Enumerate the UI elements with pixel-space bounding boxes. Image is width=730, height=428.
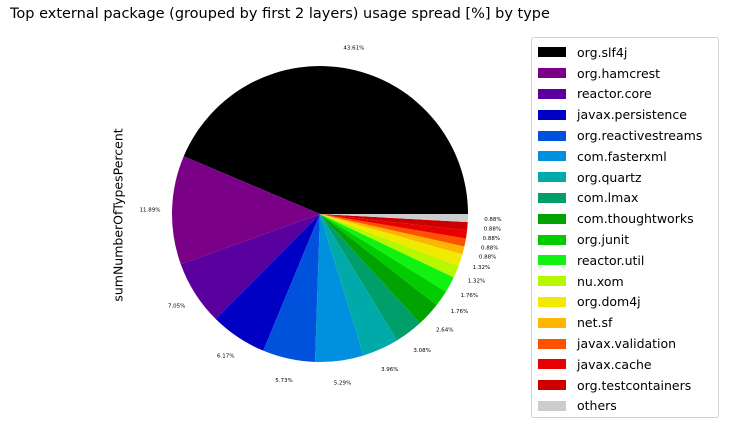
legend-item-com-thoughtworks: com.thoughtworks	[532, 208, 718, 229]
legend-swatch	[538, 88, 566, 99]
pie-label-net-sf: 0.88%	[479, 255, 496, 261]
pie-label-com-fasterxml: 5.29%	[334, 381, 351, 387]
legend-item-org-testcontainers: org.testcontainers	[532, 375, 718, 396]
legend-item-org-slf4j: org.slf4j	[532, 42, 718, 63]
pie-slice-nu-xom	[320, 214, 459, 278]
legend-swatch	[538, 192, 566, 203]
pie-slice-net-sf	[320, 214, 465, 255]
pie-slice-org-hamcrest	[171, 156, 320, 265]
pie-label-org-quartz: 3.96%	[381, 367, 398, 373]
pie-label-reactor-core: 7.05%	[168, 303, 185, 309]
legend-item-org-junit: org.junit	[532, 229, 718, 250]
pie-label-javax-cache: 0.88%	[483, 236, 500, 242]
legend-item-javax-validation: javax.validation	[532, 333, 718, 354]
pie-slice-reactor-core	[180, 214, 320, 320]
pie-label-reactor-util: 1.76%	[461, 293, 478, 299]
legend-item-others: others	[532, 396, 718, 417]
pie-slices	[171, 66, 469, 363]
legend-label: reactor.core	[577, 86, 652, 102]
legend-swatch	[538, 255, 566, 266]
legend-label: org.junit	[577, 232, 630, 248]
legend-label: org.slf4j	[577, 44, 628, 60]
legend-item-nu-xom: nu.xom	[532, 271, 718, 292]
pie-labels: 43.61% 11.89% 7.05% 6.17% 5.73% 5.29% 3.96% 3.0…	[140, 45, 502, 386]
legend-item-javax-persistence: javax.persistence	[532, 104, 718, 125]
legend-item-reactor-util: reactor.util	[532, 250, 718, 271]
legend-item-com-fasterxml: com.fasterxml	[532, 146, 718, 167]
pie-slice-javax-cache	[320, 214, 468, 239]
pie-label-org-slf4j: 43.61%	[343, 45, 364, 51]
pie-label-org-dom4j: 1.32%	[473, 265, 490, 271]
pie-slice-others	[320, 214, 468, 223]
pie-slice-javax-persistence	[215, 214, 320, 351]
pie-slice-org-testcontainers	[320, 214, 468, 231]
pie-label-org-junit: 1.76%	[451, 309, 468, 315]
legend-label: org.dom4j	[577, 294, 641, 310]
chart-title: Top external package (grouped by first 2…	[10, 6, 550, 22]
pie-label-org-hamcrest: 11.89%	[140, 207, 161, 213]
legend-swatch	[538, 213, 566, 224]
legend-label: javax.persistence	[577, 107, 687, 123]
legend-swatch	[538, 47, 566, 58]
pie-slice-com-fasterxml	[315, 214, 364, 363]
legend-swatch	[538, 400, 566, 411]
legend-item-net-sf: net.sf	[532, 312, 718, 333]
legend-label: nu.xom	[577, 273, 624, 289]
pie-label-others: 0.88%	[484, 217, 501, 223]
pie-slice-reactor-util	[320, 214, 454, 292]
legend-swatch	[538, 172, 566, 183]
legend-label: reactor.util	[577, 252, 645, 268]
pie-slice-org-junit	[320, 214, 446, 306]
pie-label-org-reactivestreams: 5.73%	[275, 378, 292, 384]
legend-swatch	[538, 380, 566, 391]
legend: org.slf4j org.hamcrest reactor.core javax.p…	[531, 37, 719, 418]
legend-label: com.lmax	[577, 190, 639, 206]
legend-swatch	[538, 130, 566, 141]
legend-label: org.reactivestreams	[577, 128, 703, 144]
legend-item-javax-cache: javax.cache	[532, 354, 718, 375]
pie-label-org-testcontainers: 0.88%	[484, 226, 501, 232]
legend-label: org.hamcrest	[577, 65, 661, 81]
legend-label: org.testcontainers	[577, 377, 692, 393]
legend-swatch	[538, 151, 566, 162]
legend-item-org-hamcrest: org.hamcrest	[532, 63, 718, 84]
pie-slice-org-quartz	[320, 214, 398, 356]
legend-label: others	[577, 398, 617, 414]
legend-swatch	[538, 109, 566, 120]
pie-label-javax-persistence: 6.17%	[217, 353, 234, 359]
legend-swatch	[538, 68, 566, 79]
legend-item-reactor-core: reactor.core	[532, 84, 718, 105]
legend-label: net.sf	[577, 315, 613, 331]
legend-swatch	[538, 296, 566, 307]
legend-swatch	[538, 338, 566, 349]
pie-slice-com-lmax	[320, 214, 420, 341]
legend-swatch	[538, 317, 566, 328]
legend-item-org-reactivestreams: org.reactivestreams	[532, 125, 718, 146]
legend-label: org.quartz	[577, 169, 642, 185]
legend-label: com.fasterxml	[577, 148, 667, 164]
legend-label: com.thoughtworks	[577, 211, 694, 227]
legend-item-com-lmax: com.lmax	[532, 188, 718, 209]
legend-swatch	[538, 234, 566, 245]
legend-label: javax.validation	[577, 336, 677, 352]
pie-label-javax-validation: 0.88%	[481, 245, 498, 251]
pie-label-com-lmax: 3.08%	[413, 348, 430, 354]
pie-label-com-thoughtworks: 2.64%	[436, 327, 453, 333]
legend-item-org-quartz: org.quartz	[532, 167, 718, 188]
pie-slice-com-thoughtworks	[320, 214, 437, 324]
pie-slice-javax-validation	[320, 214, 466, 247]
pie-slice-org-dom4j	[320, 214, 463, 267]
legend-label: javax.cache	[577, 356, 652, 372]
legend-swatch	[538, 276, 566, 287]
pie-label-nu-xom: 1.32%	[468, 278, 485, 284]
pie-slice-org-reactivestreams	[263, 214, 320, 362]
legend-item-org-dom4j: org.dom4j	[532, 292, 718, 313]
legend-swatch	[538, 359, 566, 370]
pie-slice-org-slf4j	[183, 66, 469, 214]
